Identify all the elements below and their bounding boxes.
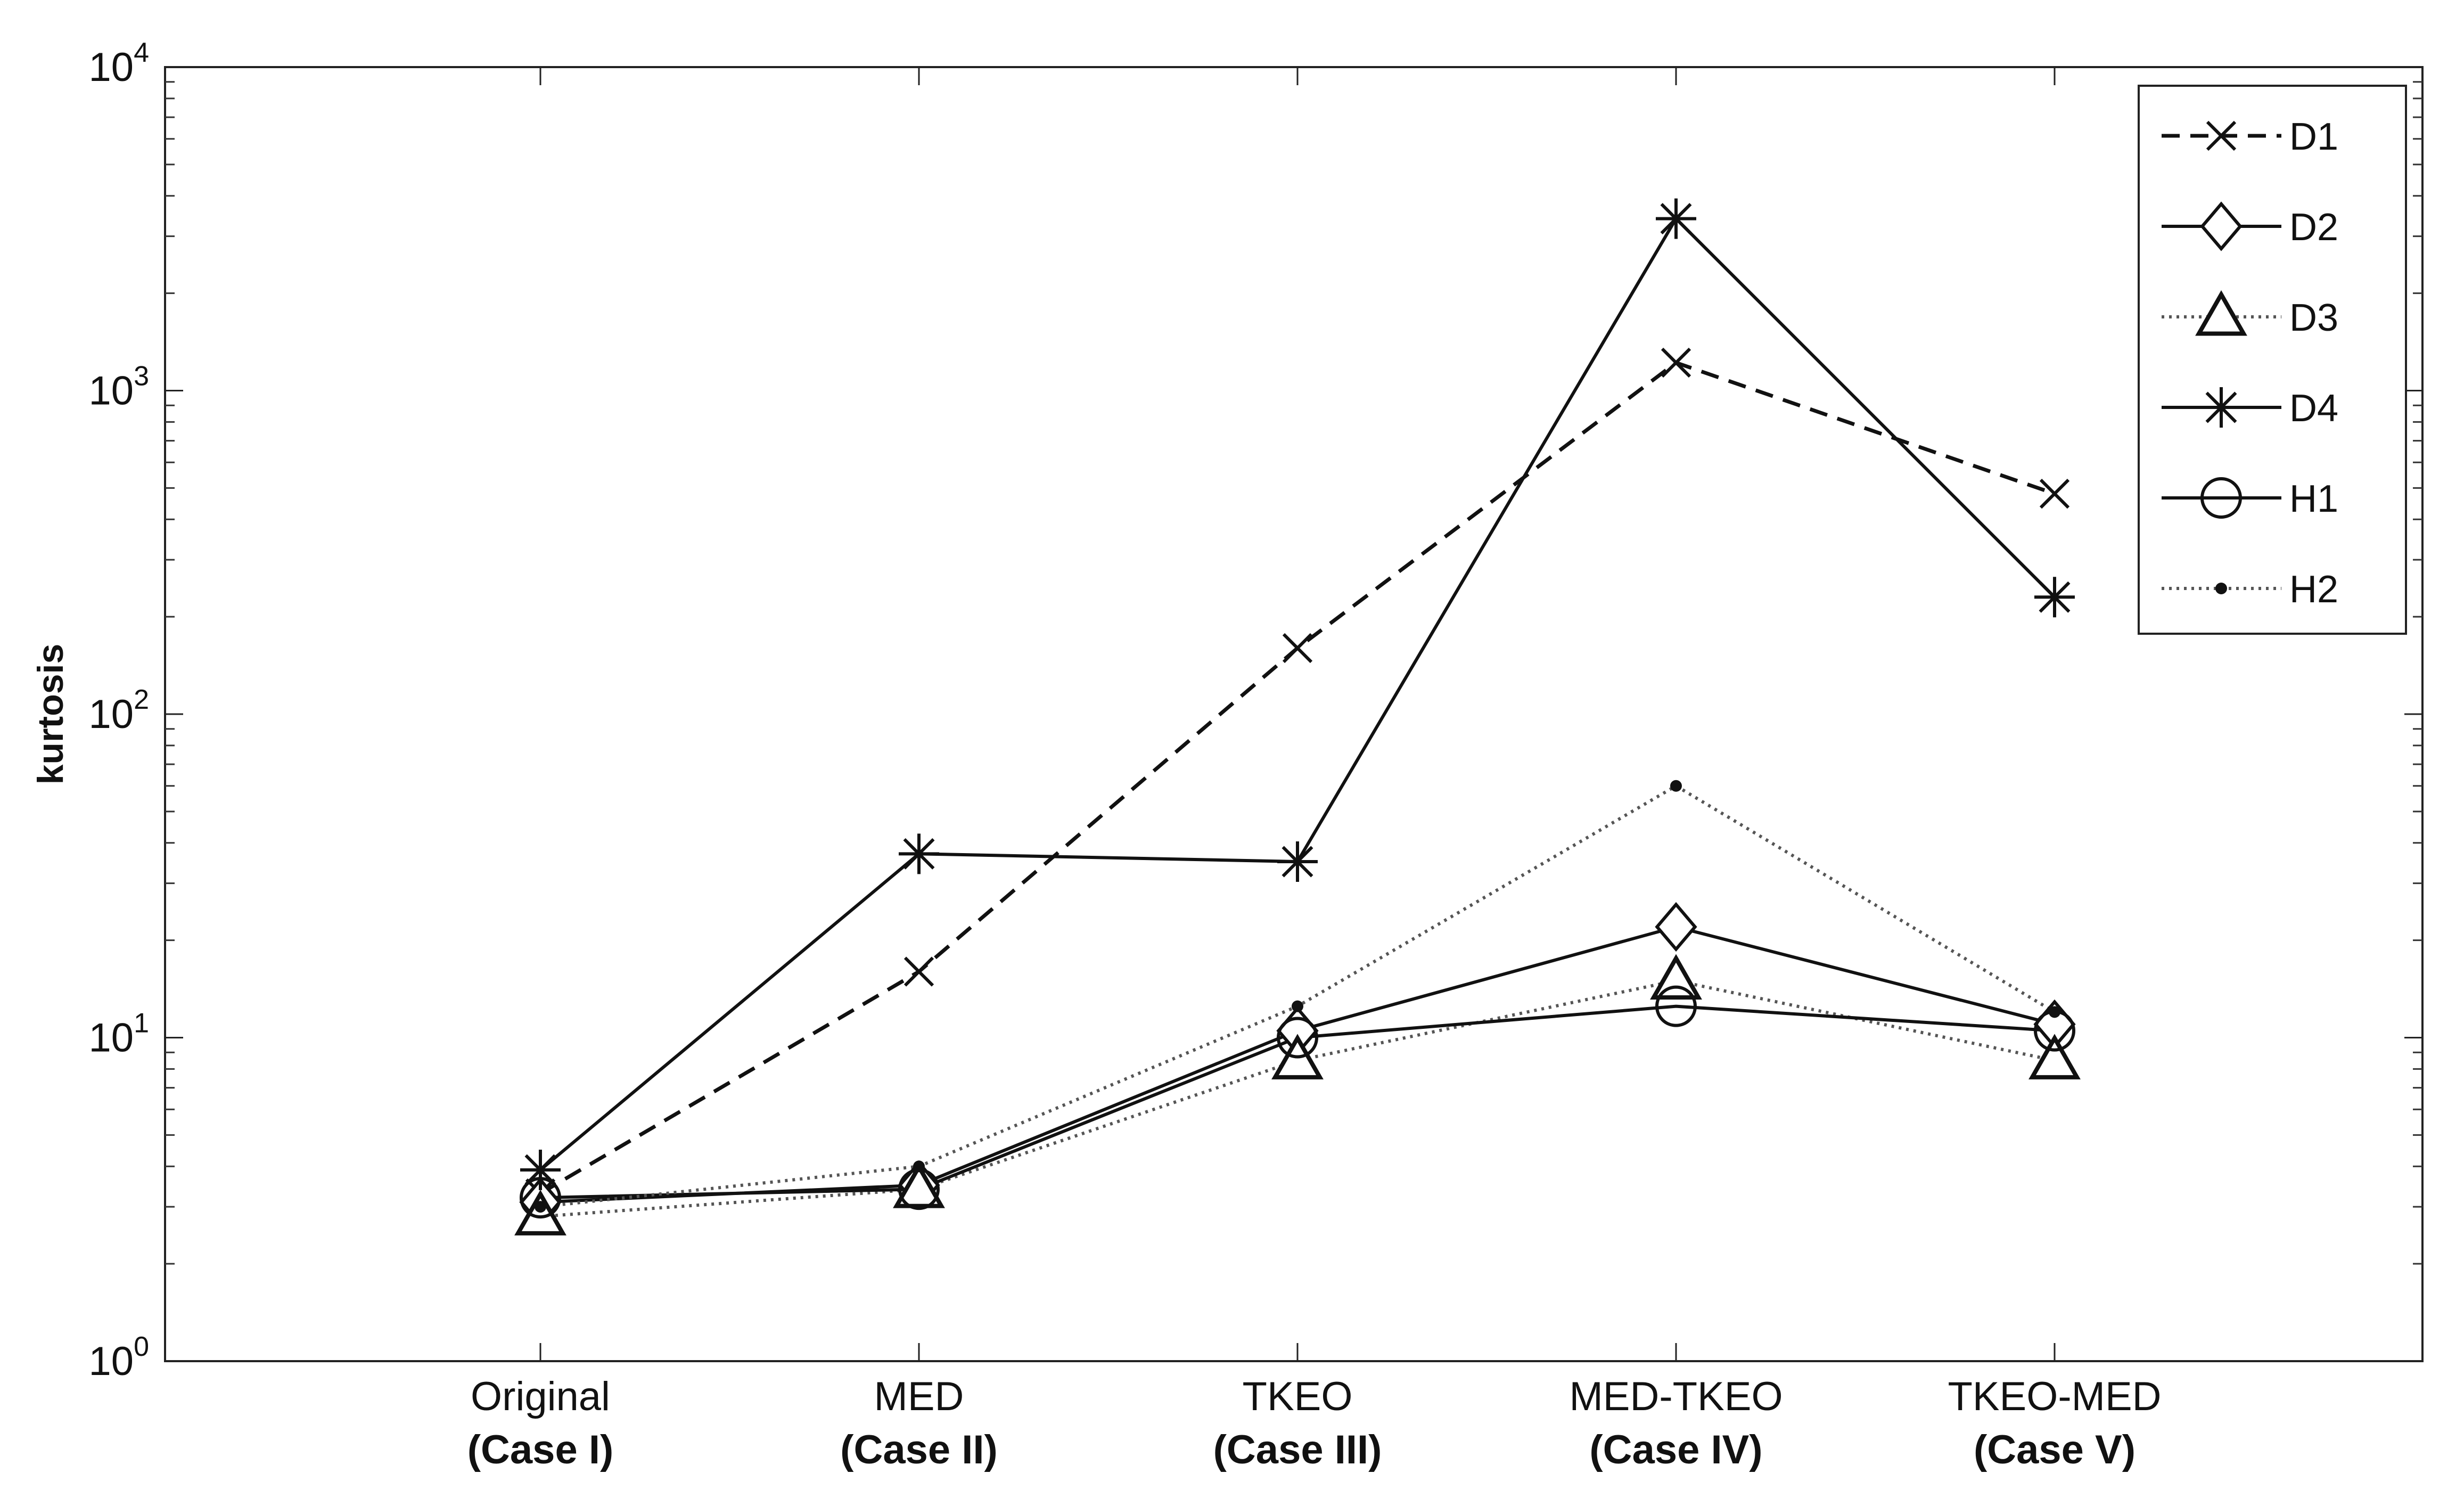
legend-marker-d2 xyxy=(2200,201,2243,251)
x-tick-label-name: MED xyxy=(874,1374,964,1419)
y-tick-label: 104 xyxy=(89,37,149,90)
x-tick-label-case: (Case I) xyxy=(467,1427,614,1472)
x-tick-label-name: TKEO xyxy=(1243,1374,1353,1419)
data-point-d4 xyxy=(2034,577,2075,618)
x-tick-label-case: (Case V) xyxy=(1974,1427,2136,1472)
data-point-d1 xyxy=(2039,479,2070,509)
x-ticks: Original (Case I) MED (Case II) TKEO (Case II… xyxy=(467,67,2162,1472)
legend-marker-d3 xyxy=(2195,290,2247,336)
legend-box xyxy=(2138,85,2407,635)
x-tick-label-case: (Case IV) xyxy=(1589,1427,1762,1472)
legend-label-h2: H2 xyxy=(2289,568,2338,611)
data-point-d3 xyxy=(1650,954,1702,1000)
data-point-h1 xyxy=(520,1177,561,1219)
legend-marker-h2 xyxy=(2215,583,2227,594)
data-point-d1 xyxy=(1282,633,1313,664)
x-tick-label-name: MED-TKEO xyxy=(1569,1374,1783,1419)
data-point-d1 xyxy=(1661,347,1691,378)
data-point-h2 xyxy=(1670,780,1682,792)
data-point-h2 xyxy=(913,1160,925,1173)
legend-marker-h1 xyxy=(2200,477,2242,519)
data-point-d2 xyxy=(1655,902,1697,952)
data-point-d4 xyxy=(1656,198,1696,239)
x-tick-label-case: (Case II) xyxy=(840,1427,998,1472)
series-markers xyxy=(514,198,2081,1235)
legend-label-d1: D1 xyxy=(2289,116,2338,158)
data-point-h2 xyxy=(535,1201,546,1213)
x-tick-label-name: TKEO-MED xyxy=(1948,1374,2161,1419)
y-axis-label: kurtosis xyxy=(30,644,71,785)
data-point-d4 xyxy=(1277,841,1318,882)
data-point-d4 xyxy=(899,833,939,874)
y-minor-ticks xyxy=(165,81,2422,1265)
data-point-h1 xyxy=(1277,1017,1318,1059)
legend: D1 D2 D3 D4 H1 H2 xyxy=(2138,85,2407,635)
y-tick-label: 100 xyxy=(89,1331,149,1384)
legend-marker-d1 xyxy=(2206,120,2237,151)
data-point-h1 xyxy=(1655,985,1697,1027)
y-major-ticks: 100 101 102 103 104 xyxy=(89,37,2422,1384)
data-point-d3 xyxy=(893,1163,945,1208)
data-point-h2 xyxy=(1292,1000,1303,1012)
data-point-d1 xyxy=(904,956,934,987)
legend-label-d4: D4 xyxy=(2289,387,2338,430)
y-tick-label: 101 xyxy=(89,1008,149,1061)
plot-area xyxy=(164,66,2424,1362)
x-tick-label-name: Original xyxy=(471,1374,610,1419)
data-point-d3 xyxy=(2028,1034,2081,1079)
data-point-h2 xyxy=(2049,1006,2060,1018)
legend-label-d3: D3 xyxy=(2289,297,2338,339)
legend-marker-d4 xyxy=(2201,387,2241,428)
legend-label-d2: D2 xyxy=(2289,206,2338,249)
y-tick-label: 102 xyxy=(89,684,149,737)
legend-label-h1: H1 xyxy=(2289,478,2338,520)
x-tick-label-case: (Case III) xyxy=(1213,1427,1382,1472)
y-tick-label: 103 xyxy=(89,361,149,414)
